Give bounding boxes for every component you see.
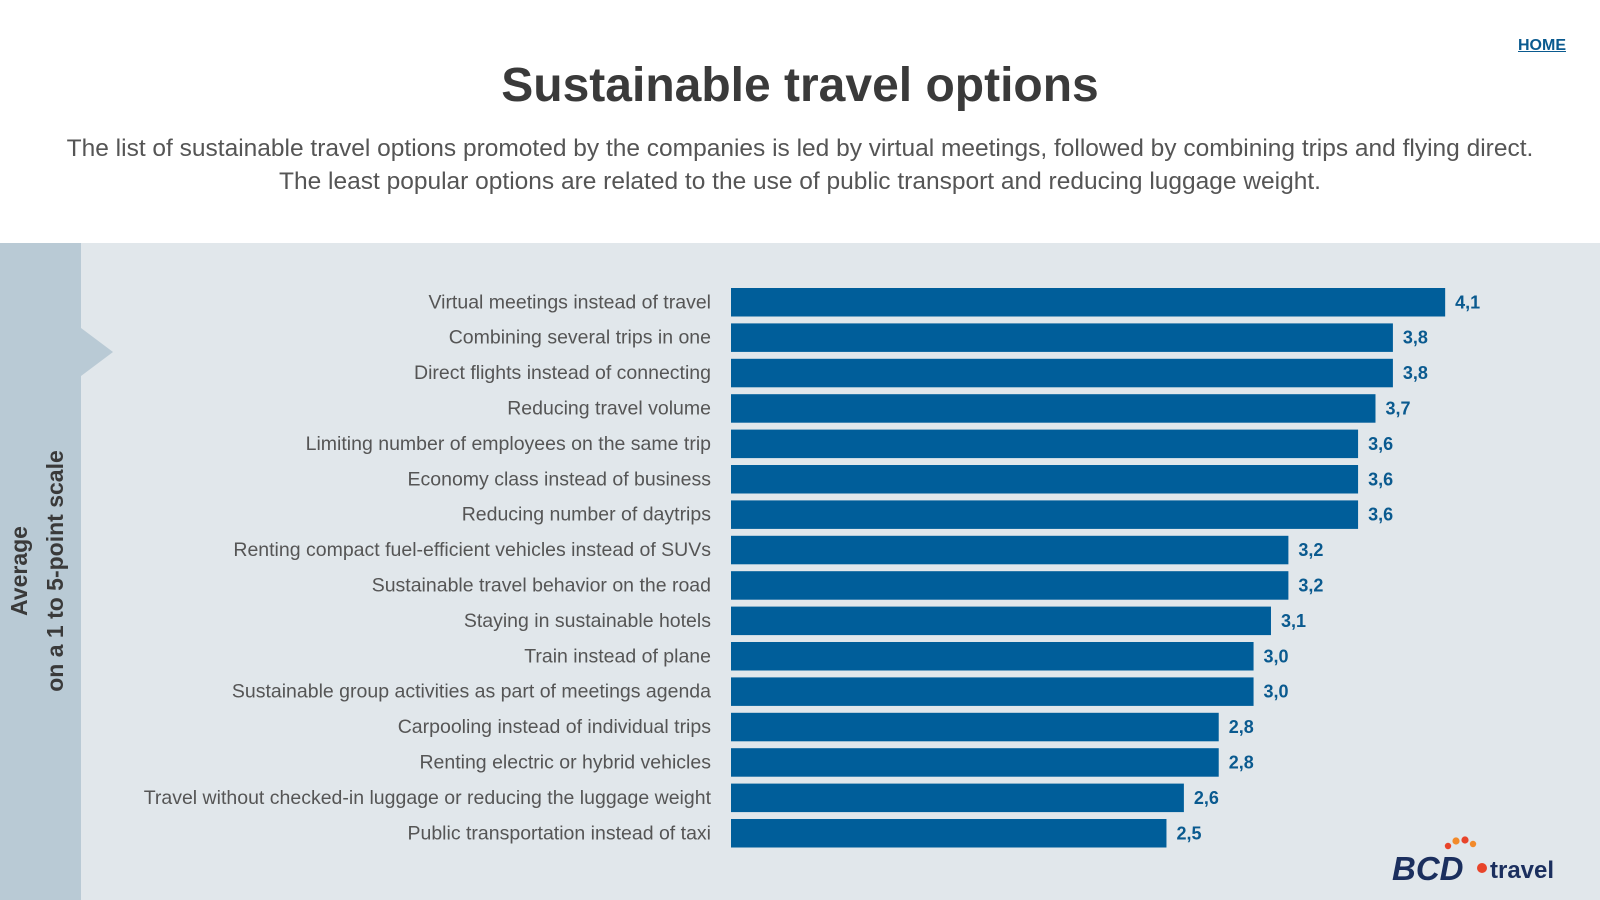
category-label: Staying in sustainable hotels	[464, 610, 711, 632]
category-label: Limiting number of employees on the same…	[306, 433, 712, 455]
value-label: 3,2	[1298, 540, 1323, 560]
value-label: 4,1	[1455, 292, 1480, 312]
category-label: Sustainable travel behavior on the road	[372, 574, 711, 596]
category-label: Train instead of plane	[524, 645, 711, 667]
logo-text-main: BCD	[1392, 850, 1464, 886]
value-label: 3,6	[1368, 434, 1393, 454]
category-label: Public transportation instead of taxi	[407, 822, 711, 844]
home-link[interactable]: HOME	[1518, 37, 1566, 54]
logo-dot	[1461, 836, 1469, 844]
value-label: 3,0	[1264, 646, 1289, 666]
bar	[731, 500, 1359, 529]
category-label: Carpooling instead of individual trips	[398, 716, 712, 738]
bar	[731, 642, 1254, 671]
bar	[731, 288, 1446, 317]
value-label: 3,8	[1403, 363, 1428, 383]
category-label: Reducing number of daytrips	[462, 504, 712, 526]
side-arrow	[81, 328, 113, 376]
category-label: Direct flights instead of connecting	[414, 362, 711, 384]
side-band	[0, 243, 81, 900]
logo-dot	[1452, 837, 1460, 845]
value-label: 2,8	[1229, 752, 1254, 772]
bar	[731, 783, 1184, 813]
category-label: Renting compact fuel-efficient vehicles …	[233, 539, 711, 561]
value-label: 3,1	[1281, 611, 1306, 631]
logo-dot	[1444, 842, 1452, 850]
bar	[731, 677, 1254, 706]
category-label: Virtual meetings instead of travel	[428, 291, 711, 313]
value-label: 3,0	[1264, 682, 1289, 702]
category-label: Reducing travel volume	[507, 397, 711, 419]
bar	[731, 394, 1376, 423]
category-label: Renting electric or hybrid vehicles	[419, 751, 711, 773]
value-label: 2,6	[1194, 788, 1219, 808]
bar	[731, 748, 1219, 777]
value-label: 3,8	[1403, 328, 1428, 348]
bar	[731, 323, 1393, 352]
value-label: 2,8	[1229, 717, 1254, 737]
page-title: Sustainable travel options	[501, 59, 1099, 112]
bar	[731, 606, 1271, 636]
category-label: Travel without checked-in luggage or red…	[144, 787, 712, 809]
category-label: Economy class instead of business	[408, 468, 712, 490]
category-label: Sustainable group activities as part of …	[232, 681, 711, 703]
value-label: 3,6	[1368, 469, 1393, 489]
page-subtitle: The list of sustainable travel options p…	[66, 135, 1534, 195]
bar	[731, 429, 1359, 459]
logo-dot	[1469, 840, 1477, 848]
bar	[731, 712, 1219, 742]
value-label: 2,5	[1176, 823, 1201, 843]
logo-dot	[1477, 863, 1487, 873]
logo-text-sub: travel	[1490, 857, 1554, 884]
bar	[731, 465, 1359, 494]
bar	[731, 571, 1289, 600]
value-label: 3,2	[1298, 575, 1323, 595]
bar	[731, 819, 1167, 848]
category-label: Combining several trips in one	[449, 327, 711, 349]
value-label: 3,7	[1385, 398, 1410, 418]
bar	[731, 358, 1393, 388]
value-label: 3,6	[1368, 505, 1393, 525]
bcd-travel-logo: BCD travel	[1392, 836, 1554, 886]
bar	[731, 535, 1289, 565]
